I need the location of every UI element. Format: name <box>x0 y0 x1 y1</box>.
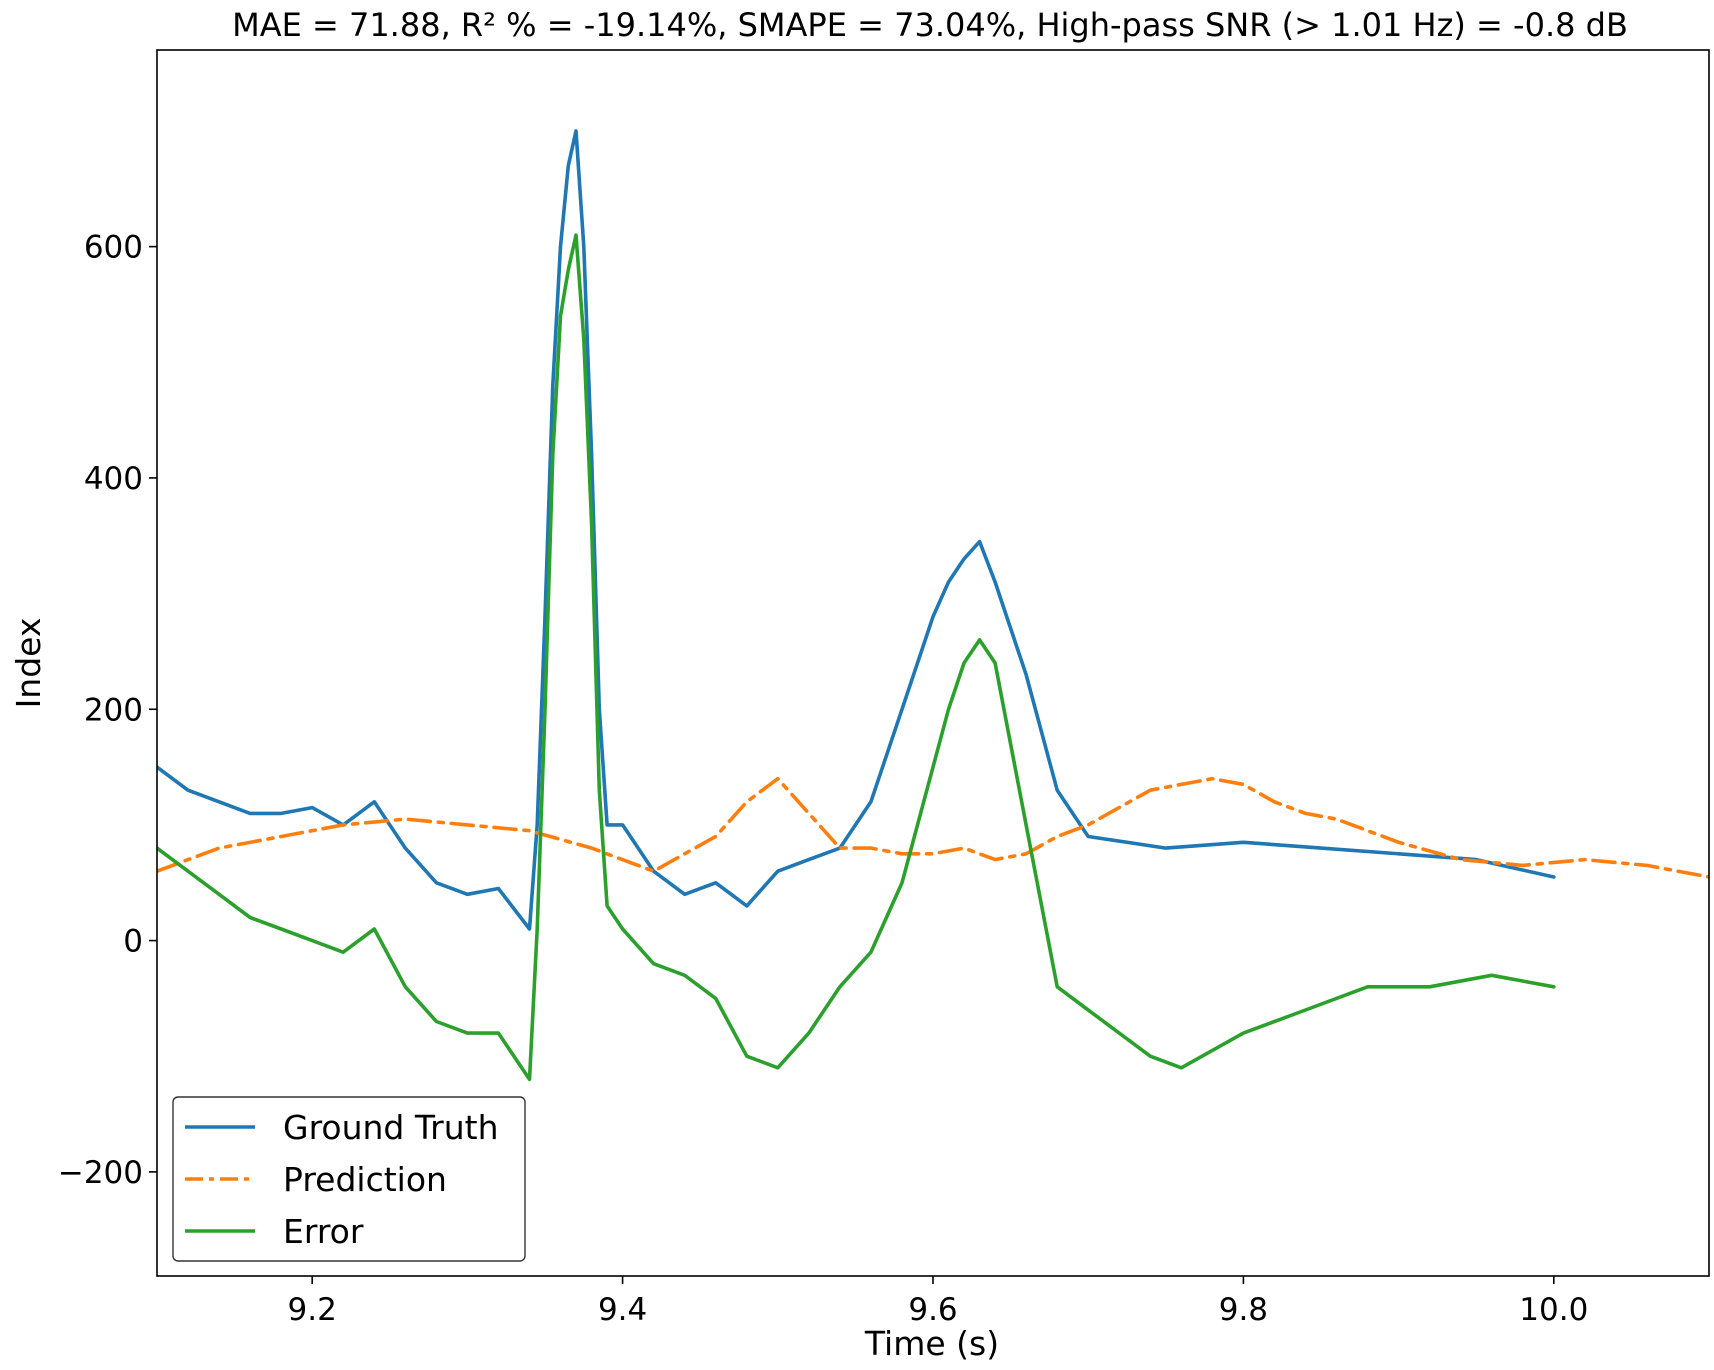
legend-label: Prediction <box>283 1160 447 1199</box>
x-axis-label: Time (s) <box>864 1324 999 1363</box>
x-tick-label: 10.0 <box>1519 1292 1588 1328</box>
chart-title: MAE = 71.88, R² % = -19.14%, SMAPE = 73.… <box>232 6 1628 44</box>
y-axis-label: Index <box>9 618 48 709</box>
series-line-error <box>157 233 1556 1082</box>
plot-area <box>156 49 1710 1277</box>
legend-label: Error <box>283 1212 364 1251</box>
legend-box <box>172 1096 526 1262</box>
y-tick-label: 400 <box>84 461 143 497</box>
y-tick-label: 0 <box>123 924 143 960</box>
y-axis: −200 0 200 400 600 <box>58 230 157 1191</box>
series-line-prediction <box>157 776 1709 879</box>
x-tick-label: 9.6 <box>908 1292 957 1328</box>
y-tick-label: −200 <box>58 1155 143 1191</box>
y-tick-label: 600 <box>84 230 143 266</box>
x-tick-label: 9.8 <box>1219 1292 1268 1328</box>
legend: Ground Truth Prediction Error <box>172 1096 526 1262</box>
x-tick-label: 9.2 <box>288 1292 337 1328</box>
x-tick-label: 9.4 <box>598 1292 647 1328</box>
legend-label: Ground Truth <box>283 1108 499 1147</box>
y-tick-label: 200 <box>84 692 143 728</box>
series-line-ground-truth <box>157 129 1556 931</box>
series-layer <box>157 129 1709 1082</box>
x-axis: 9.2 9.4 9.6 9.8 10.0 <box>288 1276 1588 1328</box>
